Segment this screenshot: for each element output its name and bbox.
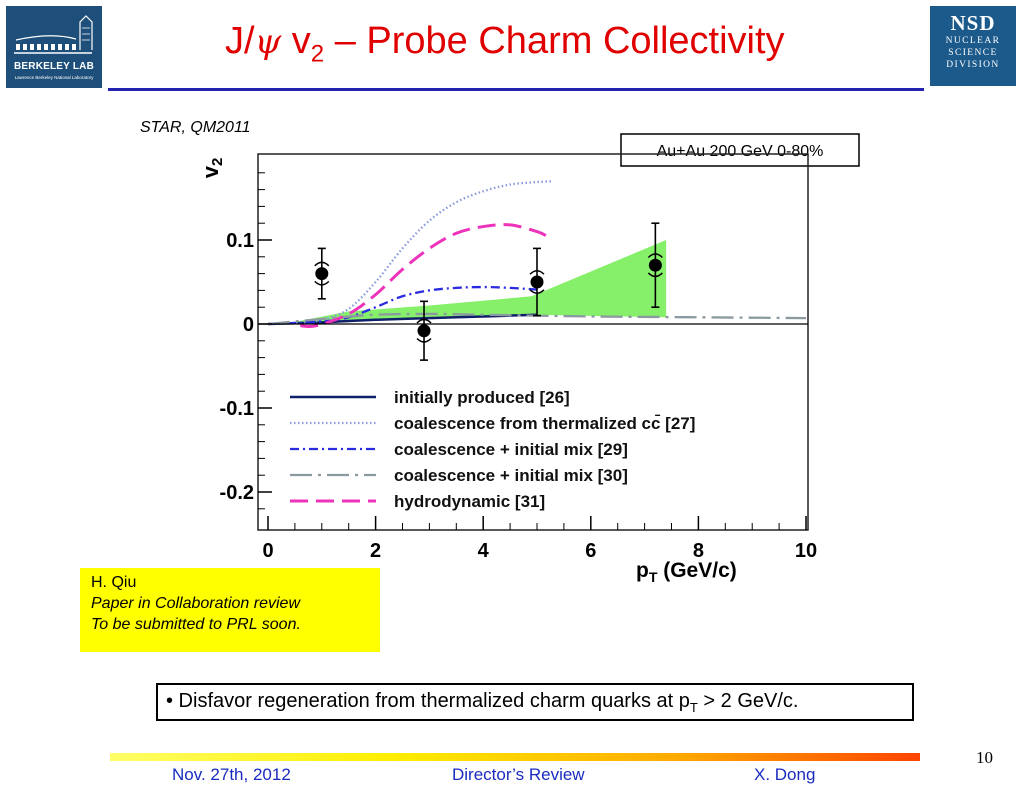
condition-label: Au+Au 200 GeV 0-80% xyxy=(657,143,824,160)
data-marker xyxy=(417,324,431,338)
legend-label-4: coalescence + initial mix [30] xyxy=(394,466,628,485)
author-note: H. Qiu Paper in Collaboration review To … xyxy=(80,568,380,652)
x-tick-label: 4 xyxy=(478,540,490,562)
note-author: H. Qiu xyxy=(91,574,137,591)
y-tick-label: 0 xyxy=(243,314,254,336)
plot-frame xyxy=(257,153,809,531)
data-point-2 xyxy=(416,300,432,361)
note-status: Paper in Collaboration review xyxy=(91,595,300,612)
conclusion-text: • Disfavor regeneration from thermalized… xyxy=(166,690,690,712)
v2-chart: STAR, QM2011 Au+Au 200 GeV 0-80% 0 2 4 6 8 10… xyxy=(140,119,860,585)
title-v: v xyxy=(281,20,311,62)
x-tick-label: 2 xyxy=(370,540,381,562)
chart-source-label: STAR, QM2011 xyxy=(140,119,251,136)
y-tick-label: 0.1 xyxy=(226,230,254,252)
berkeley-lab-emblem-icon xyxy=(14,15,93,54)
title-prefix: J/ xyxy=(225,20,255,62)
series-line-4 xyxy=(267,312,807,326)
series-line-3 xyxy=(267,285,538,326)
nsd-line-2: SCIENCE xyxy=(948,48,998,58)
sys-error-bracket xyxy=(647,272,663,278)
sys-error-bracket xyxy=(529,269,545,275)
nsd-logo: NSD NUCLEAR SCIENCE DIVISION xyxy=(930,6,1016,86)
title-sub: 2 xyxy=(310,40,325,68)
sys-error-bracket xyxy=(314,261,330,267)
conclusion-box: • Disfavor regeneration from thermalized… xyxy=(156,683,914,721)
title-psi: ψ xyxy=(254,22,282,62)
sys-error-bracket xyxy=(529,289,545,295)
x-tick-label: 6 xyxy=(585,540,596,562)
sys-error-bracket xyxy=(416,337,432,343)
berkeley-lab-subtitle: Lawrence Berkeley National Laboratory xyxy=(14,75,94,80)
berkeley-lab-logo: BERKELEY LAB Lawrence Berkeley National … xyxy=(6,6,102,88)
data-marker xyxy=(530,275,544,289)
data-point-1 xyxy=(314,247,330,300)
footer-date: Nov. 27th, 2012 xyxy=(172,765,291,784)
nsd-line-1: NUCLEAR xyxy=(945,36,1001,46)
title-underline xyxy=(108,88,924,91)
sys-error-bracket xyxy=(416,318,432,324)
legend-label-5: hydrodynamic [31] xyxy=(394,492,545,511)
x-tick-label: 8 xyxy=(693,540,704,562)
page-number: 10 xyxy=(976,748,993,767)
series-line-5 xyxy=(300,223,549,329)
data-point-4 xyxy=(647,222,663,308)
conclusion-tail: > 2 GeV/c. xyxy=(697,690,799,712)
title-suffix: – Probe Charm Collectivity xyxy=(324,20,785,62)
nonflow-band xyxy=(284,240,667,324)
x-axis-label: pT (GeV/c) xyxy=(636,559,737,585)
data-point-3 xyxy=(529,247,545,317)
y-axis-label: v2 xyxy=(198,158,226,179)
y-tick-label: -0.1 xyxy=(220,398,254,420)
footer-bar xyxy=(110,753,920,761)
legend-label-2: coalescence from thermalized cc̄ [27] xyxy=(394,414,695,433)
nsd-line-3: DIVISION xyxy=(946,60,1000,70)
footer-event: Director’s Review xyxy=(452,765,585,784)
condition-box: Au+Au 200 GeV 0-80% xyxy=(620,133,860,167)
slide-title: J/ψ v2 – Probe Charm Collectivity xyxy=(225,20,785,69)
footer-author: X. Dong xyxy=(754,765,816,784)
data-marker xyxy=(315,267,329,281)
data-marker xyxy=(648,258,662,272)
nsd-abbr: NSD xyxy=(950,11,996,35)
berkeley-lab-name: BERKELEY LAB xyxy=(13,61,94,72)
sys-error-bracket xyxy=(314,280,330,286)
note-plan: To be submitted to PRL soon. xyxy=(91,616,301,633)
y-tick-label: -0.2 xyxy=(220,482,254,504)
legend-label-3: coalescence + initial mix [29] xyxy=(394,440,628,459)
conclusion-sub: T xyxy=(689,700,698,715)
x-tick-label: 0 xyxy=(262,540,273,562)
series-line-2 xyxy=(267,180,554,326)
legend-label-1: initially produced [26] xyxy=(394,388,570,407)
series-line-1 xyxy=(267,313,538,326)
sys-error-bracket xyxy=(647,253,663,258)
x-tick-label: 10 xyxy=(795,540,817,562)
